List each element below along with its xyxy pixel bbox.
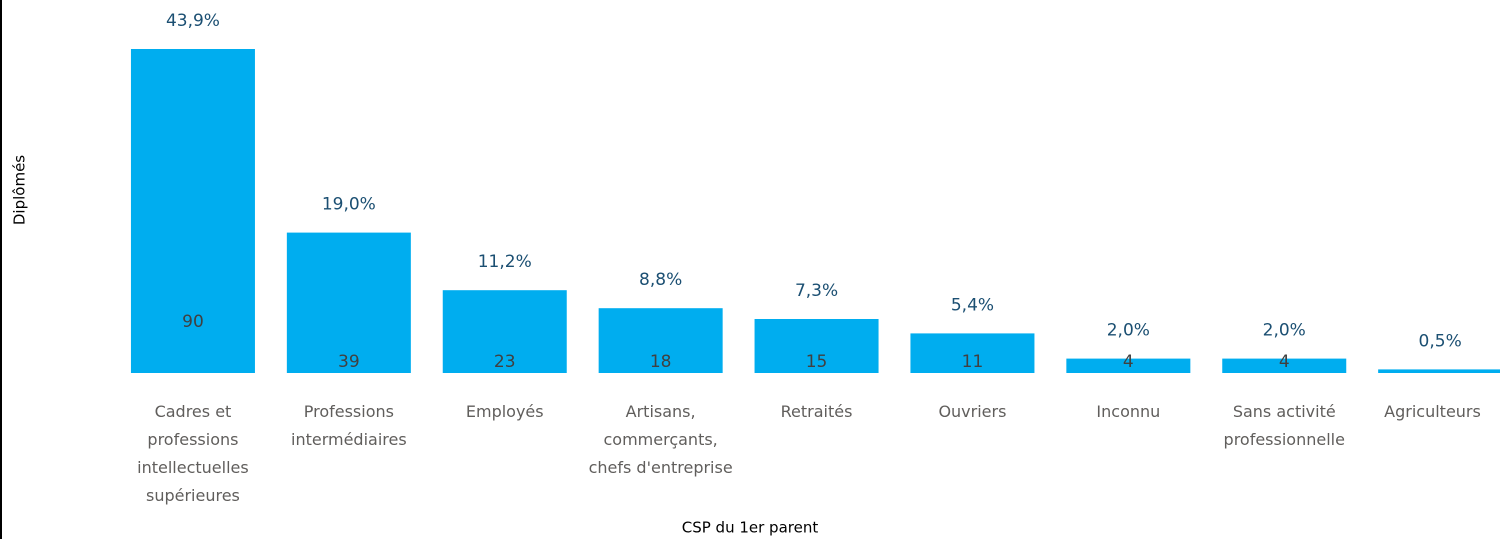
percent-label: 19,0% — [322, 195, 376, 215]
percent-label: 0,5% — [1419, 331, 1462, 351]
count-label: 11 — [962, 352, 984, 372]
bar — [754, 319, 879, 373]
x-tick-label: Retraités — [780, 402, 853, 421]
bar — [598, 308, 723, 373]
x-tick-label: Ouvriers — [938, 402, 1007, 421]
bar — [286, 232, 411, 373]
x-tick-label: Employés — [465, 402, 544, 421]
bar — [910, 333, 1035, 373]
count-label: 23 — [494, 352, 516, 372]
count-label: 4 — [1279, 352, 1290, 372]
count-label: 4 — [1123, 352, 1134, 372]
y-axis-title: Diplômés — [11, 155, 29, 225]
x-tick-label: Cadres et professions intellectuelles su… — [137, 402, 249, 505]
bar — [442, 290, 567, 373]
bar — [130, 49, 255, 373]
percent-label: 5,4% — [951, 295, 994, 315]
percent-label: 2,0% — [1263, 321, 1306, 341]
count-label: 15 — [806, 352, 828, 372]
count-label: 90 — [182, 312, 204, 332]
x-tick-label: Artisans, commerçants, chefs d'entrepris… — [588, 402, 733, 477]
percent-label: 7,3% — [795, 281, 838, 301]
percent-label: 2,0% — [1107, 321, 1150, 341]
x-tick-label: Agriculteurs — [1384, 402, 1481, 421]
bar — [1378, 369, 1500, 373]
percent-label: 11,2% — [478, 252, 532, 272]
count-label: 18 — [650, 352, 672, 372]
x-axis-title: CSP du 1er parent — [682, 519, 819, 537]
x-tick-label: Inconnu — [1096, 402, 1161, 421]
count-label: 39 — [338, 352, 360, 372]
percent-label: 43,9% — [166, 11, 220, 31]
bar — [1222, 358, 1347, 373]
bar — [1066, 358, 1191, 373]
x-tick-label: Sans activité professionnelle — [1223, 402, 1345, 449]
x-tick-label: Professions intermédiaires — [291, 402, 407, 449]
percent-label: 8,8% — [639, 270, 682, 290]
